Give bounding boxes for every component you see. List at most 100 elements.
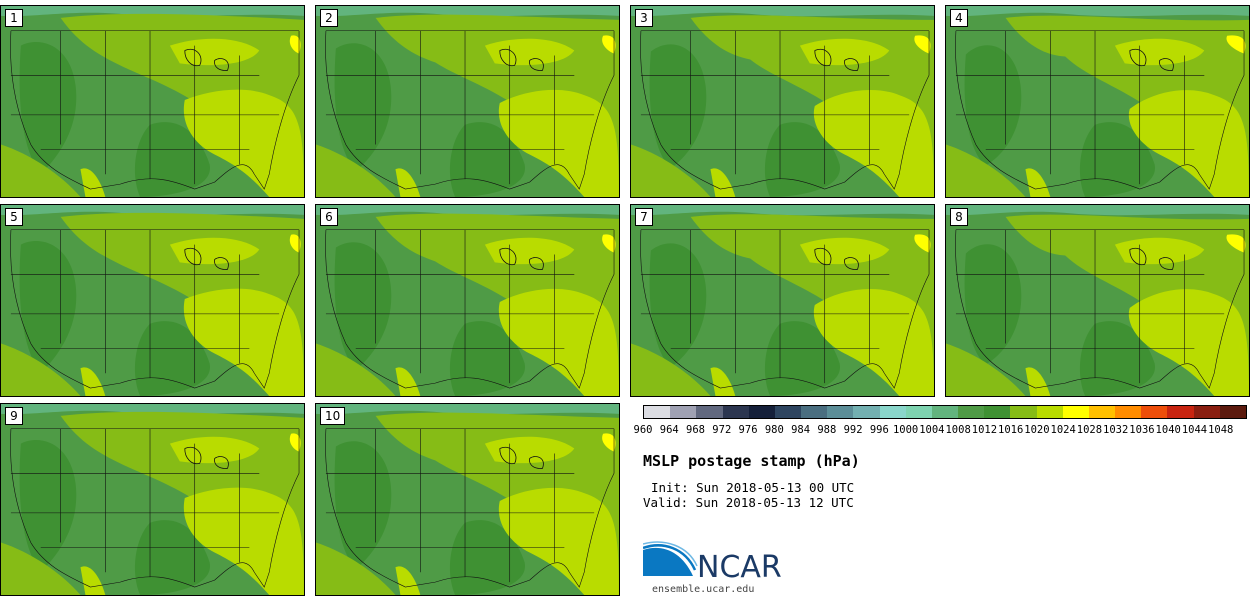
- member-label: 5: [5, 208, 23, 226]
- state-lines: [955, 229, 1225, 384]
- pressure-band-1020: [1128, 90, 1249, 197]
- pressure-band-1004: [316, 6, 619, 17]
- colorbar-tick-label: 1004: [919, 424, 945, 436]
- pressure-band-1016: [1, 343, 81, 396]
- great-lakes: [814, 48, 859, 71]
- pressure-band-1012: [449, 520, 526, 595]
- pressure-band-1020: [80, 566, 106, 595]
- colorbar-swatch-976: [748, 406, 775, 418]
- colorbar-swatch-1024: [1062, 406, 1089, 418]
- pressure-band-1004: [946, 205, 1249, 216]
- pressure-band-1020: [498, 288, 619, 396]
- state-lines: [10, 428, 280, 583]
- chart-title: MSLP postage stamp (hPa): [643, 452, 860, 470]
- pressure-band-1020: [1114, 38, 1205, 66]
- member-label: 2: [320, 9, 338, 27]
- great-lakes: [184, 247, 229, 270]
- valid-time: Valid: Sun 2018-05-13 12 UTC: [643, 495, 854, 510]
- us-outline: [640, 229, 930, 389]
- pressure-band-1004: [1, 205, 304, 216]
- pressure-band-1016: [631, 144, 711, 197]
- pressure-band-1016: [316, 343, 396, 396]
- pressure-band-1016: [946, 144, 1026, 197]
- pressure-band-1012: [134, 122, 211, 197]
- ncar-logo-text[interactable]: NCAR: [697, 550, 782, 585]
- map-borders: [640, 229, 930, 389]
- pressure-band-1020: [1128, 289, 1249, 396]
- mslp-map: [1, 404, 304, 595]
- pressure-band-1020: [1114, 237, 1205, 265]
- pressure-band-1024: [289, 35, 301, 54]
- pressure-band-1020: [80, 168, 106, 197]
- colorbar-swatch-1036: [1141, 406, 1168, 418]
- pressure-band-1020: [484, 436, 575, 464]
- pressure-band-1024: [1226, 35, 1246, 54]
- member-label: 3: [635, 9, 653, 27]
- pressure-band-1016: [1, 144, 81, 197]
- pressure-band-1020: [169, 436, 260, 464]
- great-lakes: [184, 446, 229, 469]
- pressure-band-1020: [183, 487, 304, 595]
- colorbar-tick-label: 972: [712, 424, 732, 436]
- member-panel-2[interactable]: 2: [315, 5, 620, 198]
- pressure-band-1020: [80, 367, 106, 396]
- colorbar-swatch-960: [644, 406, 671, 418]
- great-lakes: [1129, 247, 1174, 270]
- pressure-band-1020: [183, 89, 304, 197]
- member-label: 7: [635, 208, 653, 226]
- colorbar-swatch-996: [879, 406, 906, 418]
- colorbar-swatch-1020: [1036, 406, 1063, 418]
- colorbar-tick-label: 1028: [1076, 424, 1103, 436]
- colorbar-tick-label: 1012: [971, 424, 998, 436]
- colorbar-swatch-1040: [1167, 406, 1194, 418]
- member-panel-8[interactable]: 8: [945, 204, 1250, 397]
- state-lines: [640, 229, 910, 384]
- pressure-band-1020: [710, 168, 736, 197]
- pressure-band-1004: [1, 6, 304, 17]
- colorbar: [643, 405, 1247, 419]
- colorbar-tick-label: 1048: [1208, 424, 1234, 436]
- pressure-band-1012: [764, 321, 841, 396]
- pressure-band-1012: [1079, 122, 1156, 197]
- pressure-band-1012: [134, 321, 211, 396]
- pressure-band-1020: [1025, 168, 1051, 197]
- member-panel-1[interactable]: 1: [0, 5, 305, 198]
- colorbar-swatch-1044: [1193, 406, 1220, 418]
- pressure-band-1012: [764, 122, 841, 197]
- member-panel-7[interactable]: 7: [630, 204, 935, 397]
- colorbar-swatch-1032: [1115, 406, 1142, 418]
- member-panel-6[interactable]: 6: [315, 204, 620, 397]
- member-panel-9[interactable]: 9: [0, 403, 305, 596]
- member-label: 6: [320, 208, 338, 226]
- great-lakes: [814, 247, 859, 270]
- state-lines: [325, 30, 595, 185]
- site-url[interactable]: ensemble.ucar.edu: [652, 584, 755, 595]
- us-outline: [10, 30, 300, 190]
- mslp-map: [316, 404, 619, 595]
- colorbar-swatch-1028: [1088, 406, 1116, 418]
- member-panel-5[interactable]: 5: [0, 204, 305, 397]
- pressure-band-1020: [813, 288, 934, 396]
- colorbar-ticks: 960 964 968 972 976 980 984 988 992 996 1000 1004 10…: [630, 424, 1260, 438]
- member-panel-3[interactable]: 3: [630, 5, 935, 198]
- map-borders: [10, 30, 300, 190]
- colorbar-tick-label: 980: [764, 424, 784, 436]
- colorbar-tick-label: 1032: [1103, 424, 1129, 436]
- colorbar-swatch-980: [774, 406, 802, 418]
- great-lakes: [499, 247, 544, 270]
- member-panel-4[interactable]: 4: [945, 5, 1250, 198]
- pressure-band-1004: [631, 205, 934, 216]
- pressure-band-1024: [602, 234, 616, 253]
- great-lakes: [499, 446, 544, 469]
- colorbar-tick-label: 1008: [945, 424, 971, 436]
- state-lines: [955, 30, 1225, 185]
- member-panel-10[interactable]: 10: [315, 403, 620, 596]
- mslp-map: [631, 205, 934, 396]
- pressure-band-1024: [914, 234, 931, 253]
- member-label: 4: [950, 9, 968, 27]
- us-outline: [325, 30, 615, 190]
- pressure-band-1020: [484, 38, 575, 66]
- pressure-band-1020: [169, 237, 260, 265]
- colorbar-swatch-1016: [1010, 406, 1037, 418]
- pressure-band-1016: [946, 343, 1026, 396]
